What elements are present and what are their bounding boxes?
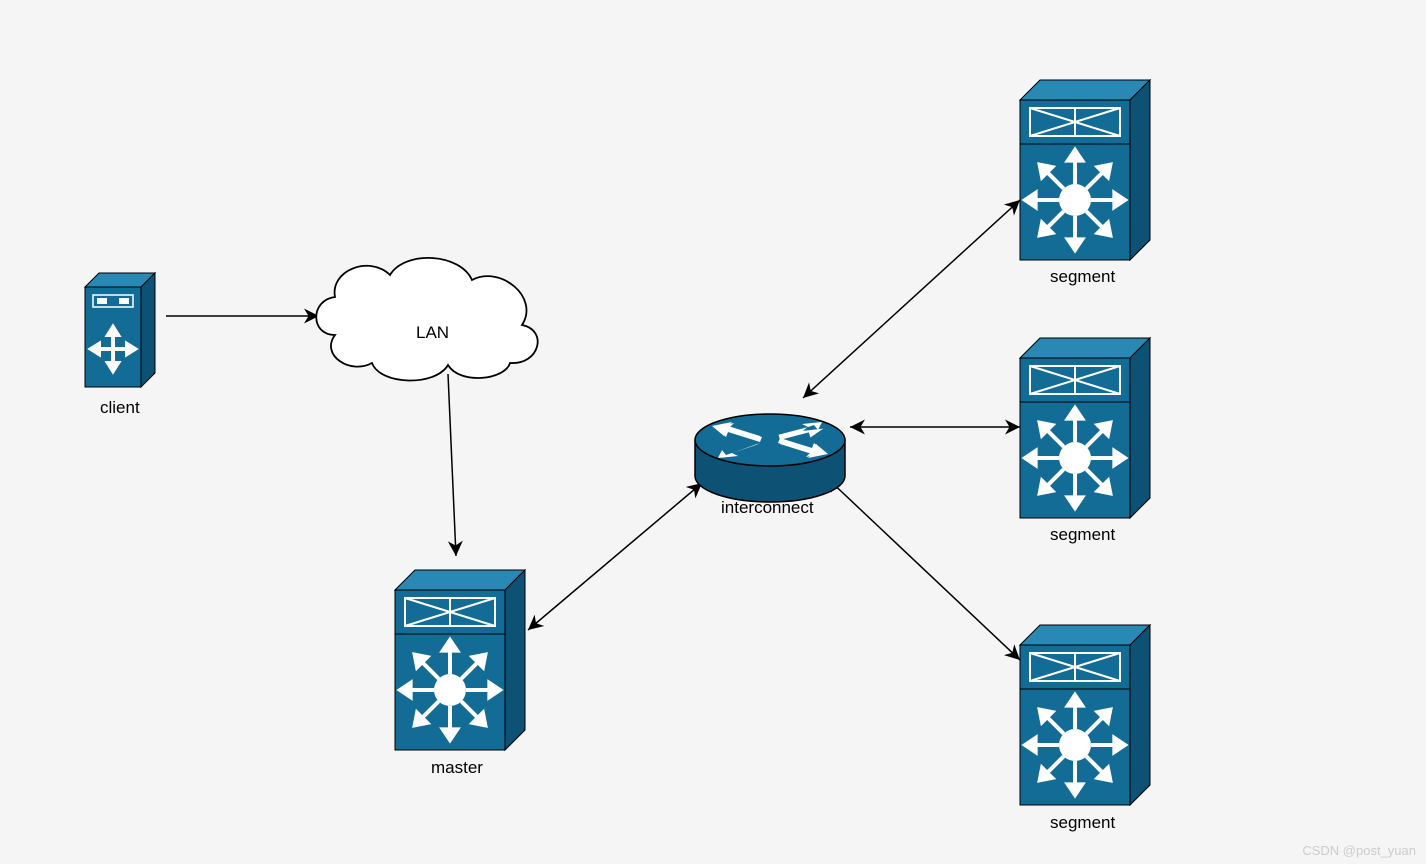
segment3-node xyxy=(1020,625,1150,805)
master-node xyxy=(395,570,525,750)
segment2-label: segment xyxy=(1050,525,1115,545)
lan-node xyxy=(316,258,537,381)
network-diagram xyxy=(0,0,1426,864)
edges xyxy=(166,200,1020,660)
edge-interconnect-segment3 xyxy=(826,477,1020,660)
master-label: master xyxy=(431,758,483,778)
client-label: client xyxy=(100,398,140,418)
segment1-label: segment xyxy=(1050,267,1115,287)
segment1-node xyxy=(1020,80,1150,260)
segment2-node xyxy=(1020,338,1150,518)
edge-master-interconnect xyxy=(528,483,702,630)
watermark: CSDN @post_yuan xyxy=(1302,843,1416,858)
nodes xyxy=(85,80,1150,805)
segment3-label: segment xyxy=(1050,813,1115,833)
edge-interconnect-segment1 xyxy=(803,200,1020,398)
interconnect-node xyxy=(695,414,845,502)
interconnect-label: interconnect xyxy=(721,498,814,518)
lan-label: LAN xyxy=(416,323,449,343)
client-node xyxy=(85,273,155,387)
edge-lan-master xyxy=(448,374,456,556)
